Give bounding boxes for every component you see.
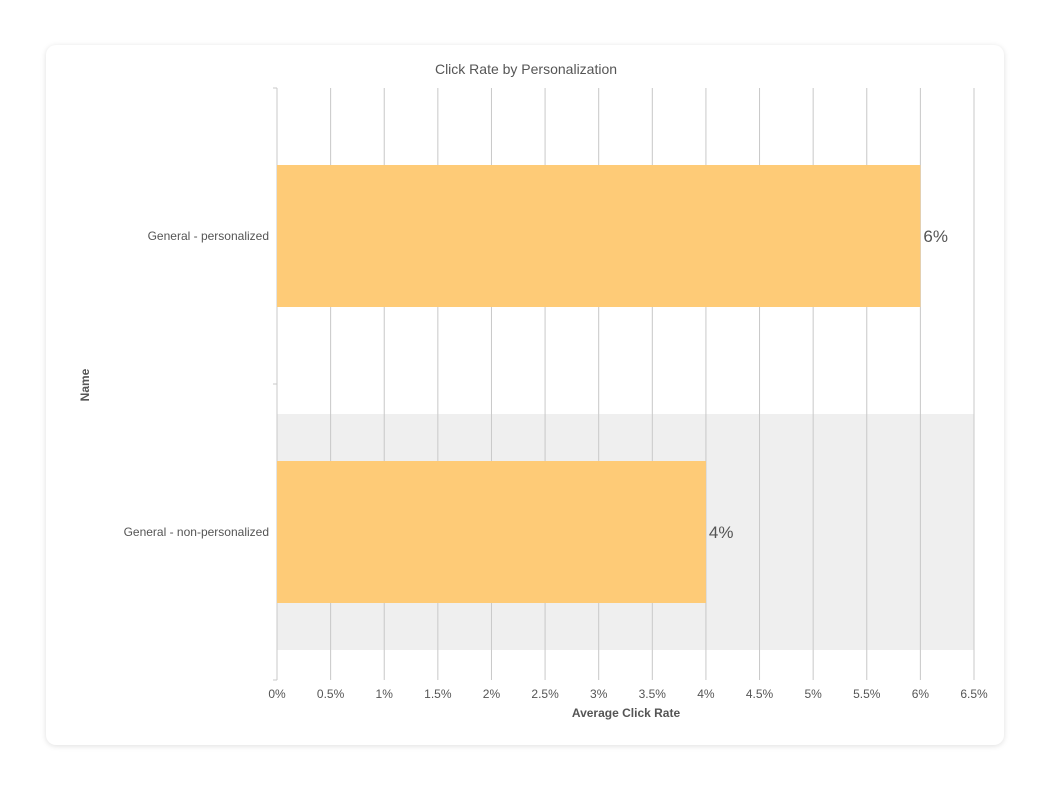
x-axis-ticks: 0% 0.5% 1% 1.5% 2% 2.5% 3% 3.5% 4% 4.5% 5% 5.5% 6% 6.… bbox=[268, 687, 988, 701]
y-tick-label: General - non-personalized bbox=[124, 525, 269, 539]
chart-title: Click Rate by Personalization bbox=[435, 61, 617, 77]
y-tick-label: General - personalized bbox=[148, 229, 269, 243]
x-tick-label: 1% bbox=[376, 687, 394, 701]
x-tick-label: 3.5% bbox=[639, 687, 667, 701]
bar[interactable] bbox=[277, 165, 921, 307]
x-tick-label: 1.5% bbox=[424, 687, 452, 701]
x-tick-label: 0% bbox=[268, 687, 286, 701]
x-tick-label: 2.5% bbox=[531, 687, 559, 701]
x-tick-label: 2% bbox=[483, 687, 501, 701]
x-tick-label: 6% bbox=[912, 687, 930, 701]
y-axis-title: Name bbox=[78, 368, 92, 401]
x-tick-label: 5.5% bbox=[853, 687, 881, 701]
x-tick-label: 3% bbox=[590, 687, 608, 701]
data-label: 4% bbox=[709, 523, 734, 542]
x-axis-title: Average Click Rate bbox=[572, 706, 681, 720]
data-label: 6% bbox=[923, 227, 948, 246]
x-tick-label: 0.5% bbox=[317, 687, 345, 701]
x-tick-label: 4% bbox=[697, 687, 715, 701]
x-tick-label: 6.5% bbox=[960, 687, 988, 701]
data-labels: 6% 4% bbox=[709, 227, 948, 542]
x-tick-label: 4.5% bbox=[746, 687, 774, 701]
bar[interactable] bbox=[277, 461, 706, 603]
x-tick-label: 5% bbox=[804, 687, 822, 701]
bars bbox=[277, 165, 921, 603]
y-axis-ticks: General - personalized General - non-pers… bbox=[124, 87, 277, 681]
